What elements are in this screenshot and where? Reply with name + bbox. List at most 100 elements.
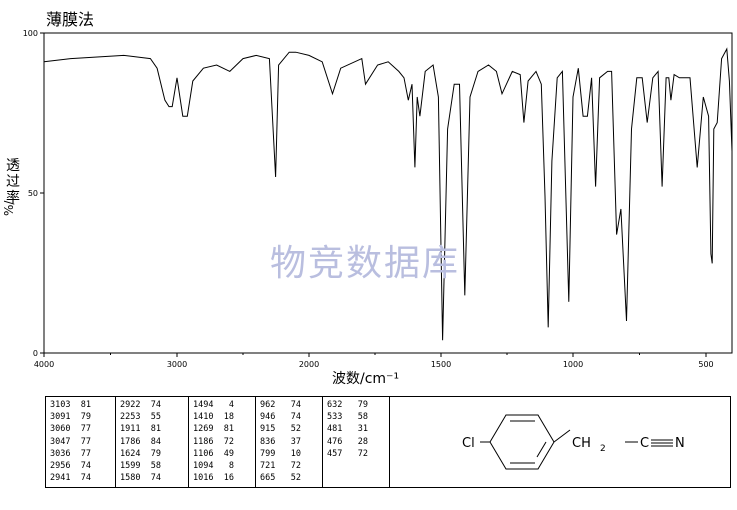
peak-row: 2956 74 xyxy=(50,460,115,472)
peak-column-1: 3103 81 3091 79 3060 77 3047 77 3036 77 2956 … xyxy=(46,397,116,487)
peak-transmittance: 84 xyxy=(150,436,161,447)
peak-transmittance: 79 xyxy=(150,448,161,459)
peak-transmittance: 49 xyxy=(223,448,234,459)
peak-wavenumber: 1494 xyxy=(193,400,224,410)
peak-wavenumber: 1269 xyxy=(193,424,224,435)
carbon-label: C xyxy=(640,436,649,451)
peak-transmittance: 28 xyxy=(357,436,368,447)
peak-transmittance: 52 xyxy=(290,424,301,435)
peak-wavenumber: 1599 xyxy=(120,461,151,472)
peak-wavenumber: 2253 xyxy=(120,412,151,423)
peak-transmittance: 10 xyxy=(290,448,301,459)
plot-frame xyxy=(43,32,733,354)
peak-transmittance: 58 xyxy=(357,412,368,423)
peak-row: 1410 18 xyxy=(193,411,255,423)
peak-wavenumber: 632 xyxy=(327,400,358,410)
benzene-ring xyxy=(489,414,555,470)
peak-transmittance: 74 xyxy=(290,400,301,410)
peak-row: 1599 58 xyxy=(120,460,188,472)
y-axis-label: 透过率 xyxy=(6,158,20,206)
peak-row: 3047 77 xyxy=(50,436,115,448)
peak-wavenumber: 1624 xyxy=(120,448,151,459)
peak-wavenumber: 3047 xyxy=(50,436,81,447)
peak-transmittance: 79 xyxy=(357,400,368,410)
peak-transmittance: 74 xyxy=(150,400,161,410)
peak-row: 632 79 xyxy=(327,399,389,411)
peak-transmittance: 37 xyxy=(290,436,301,447)
peak-transmittance: 72 xyxy=(290,461,301,472)
peak-transmittance: 4 xyxy=(223,400,234,410)
peak-table: 3103 81 3091 79 3060 77 3047 77 3036 77 2956 … xyxy=(45,396,731,488)
x-tick-label: 2000 xyxy=(299,360,319,369)
watermark: 物竞数据库 xyxy=(270,243,461,284)
peak-wavenumber: 665 xyxy=(260,473,291,484)
peak-row: 799 10 xyxy=(260,448,322,460)
peak-row: 481 31 xyxy=(327,423,389,435)
method-label: 薄膜法 xyxy=(46,10,95,29)
peak-wavenumber: 799 xyxy=(260,448,291,459)
peak-row: 2922 74 xyxy=(120,399,188,411)
peak-transmittance: 58 xyxy=(150,461,161,472)
peak-row: 1580 74 xyxy=(120,472,188,484)
peak-wavenumber: 533 xyxy=(327,412,358,423)
x-tick-label: 1500 xyxy=(431,360,451,369)
peak-wavenumber: 457 xyxy=(327,448,358,459)
peak-transmittance: 81 xyxy=(150,424,161,435)
peak-row: 962 74 xyxy=(260,399,322,411)
peak-row: 2941 74 xyxy=(50,472,115,484)
peak-wavenumber: 915 xyxy=(260,424,291,435)
peak-row: 3103 81 xyxy=(50,399,115,411)
peak-column-2: 2922 74 2253 55 1911 81 1786 84 1624 79 1599 … xyxy=(116,397,189,487)
peak-row: 3091 79 xyxy=(50,411,115,423)
peak-row: 1624 79 xyxy=(120,448,188,460)
peak-row: 1186 72 xyxy=(193,436,255,448)
peak-transmittance: 77 xyxy=(80,448,91,459)
peak-wavenumber: 721 xyxy=(260,461,291,472)
peak-row: 3060 77 xyxy=(50,423,115,435)
peak-wavenumber: 962 xyxy=(260,400,291,410)
ring-double-bond-right xyxy=(536,441,547,458)
peak-row: 457 72 xyxy=(327,448,389,460)
peak-transmittance: 74 xyxy=(290,412,301,423)
peak-row: 533 58 xyxy=(327,411,389,423)
x-tick-label: 3000 xyxy=(167,360,187,369)
peak-row: 836 37 xyxy=(260,436,322,448)
peak-transmittance: 79 xyxy=(80,412,91,423)
peak-wavenumber: 3036 xyxy=(50,448,81,459)
x-tick-label: 4000 xyxy=(34,360,54,369)
peak-wavenumber: 481 xyxy=(327,424,358,435)
y-tick-label: 100 xyxy=(23,29,38,38)
peak-wavenumber: 2956 xyxy=(50,461,81,472)
peak-column-3: 1494 4 1410 18 1269 81 1186 72 1106 49 1094 8… xyxy=(189,397,256,487)
peak-transmittance: 16 xyxy=(223,473,234,484)
peak-row: 1494 4 xyxy=(193,399,255,411)
peak-transmittance: 8 xyxy=(223,461,234,472)
peak-wavenumber: 946 xyxy=(260,412,291,423)
peak-row: 2253 55 xyxy=(120,411,188,423)
peak-row: 476 28 xyxy=(327,436,389,448)
peak-wavenumber: 1106 xyxy=(193,448,224,459)
peak-wavenumber: 1094 xyxy=(193,461,224,472)
peak-row: 721 72 xyxy=(260,460,322,472)
peak-wavenumber: 1186 xyxy=(193,436,224,447)
peak-column-4: 962 74 946 74 915 52 836 37 799 10 721 72 665 … xyxy=(256,397,323,487)
peak-transmittance: 31 xyxy=(357,424,368,435)
peak-wavenumber: 3060 xyxy=(50,424,81,435)
peak-transmittance: 81 xyxy=(223,424,234,435)
chlorine-label: Cl xyxy=(462,436,475,451)
peak-column-5: 632 79 533 58 481 31 476 28 457 72 xyxy=(323,397,390,487)
peak-wavenumber: 1911 xyxy=(120,424,151,435)
peak-transmittance: 74 xyxy=(150,473,161,484)
peak-wavenumber: 1580 xyxy=(120,473,151,484)
x-tick-label: 1000 xyxy=(563,360,583,369)
peak-wavenumber: 3091 xyxy=(50,412,81,423)
y-tick-label: 0 xyxy=(33,349,38,358)
peak-transmittance: 81 xyxy=(80,400,91,410)
peak-row: 1786 84 xyxy=(120,436,188,448)
peak-row: 1106 49 xyxy=(193,448,255,460)
bond-ring-ch2 xyxy=(553,429,571,443)
peak-row: 1911 81 xyxy=(120,423,188,435)
peak-transmittance: 77 xyxy=(80,436,91,447)
ch2-label: CH xyxy=(572,436,591,451)
